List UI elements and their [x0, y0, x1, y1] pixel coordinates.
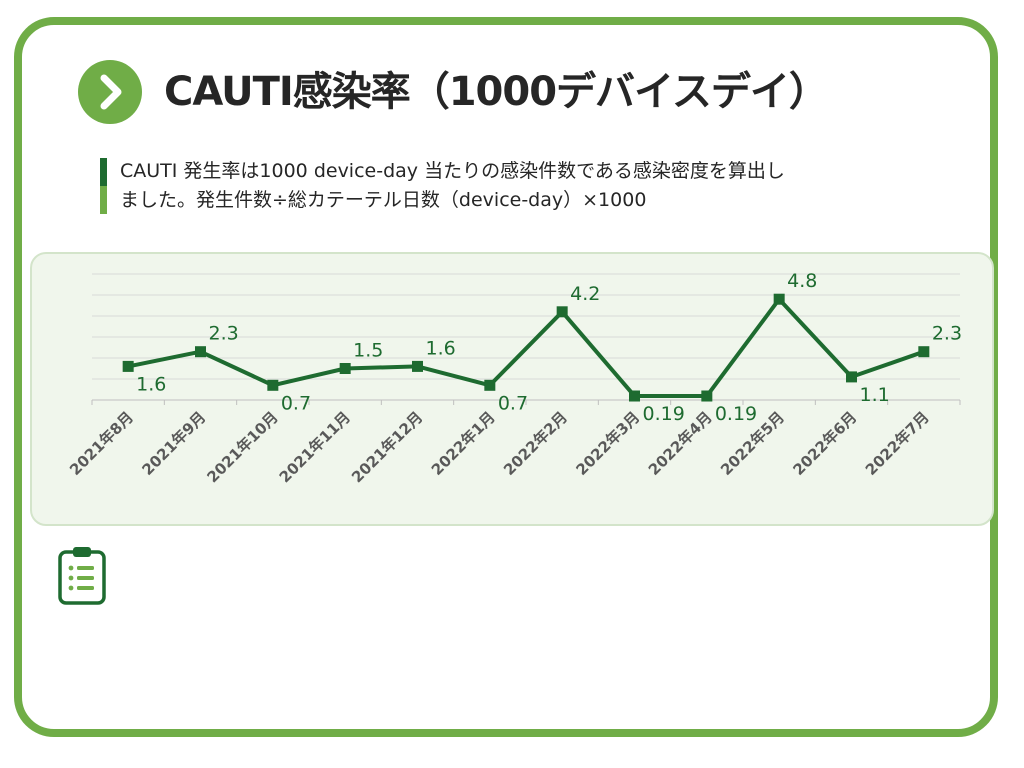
x-tick-label: 2022年3月	[572, 408, 643, 479]
x-tick-label: 2022年6月	[789, 408, 860, 479]
description-line-2: ました。発生件数÷総カテーテル日数（device-day）×1000	[120, 189, 647, 211]
data-label: 1.5	[353, 340, 383, 362]
data-point	[629, 390, 640, 402]
desc-accent-bar-top	[100, 158, 107, 186]
chevron-right-icon	[100, 74, 122, 110]
data-point	[701, 390, 713, 402]
data-point	[412, 360, 423, 372]
x-tick-label: 2021年10月	[203, 408, 281, 486]
title-badge	[78, 60, 142, 124]
data-label: 4.8	[787, 270, 817, 292]
data-label: 0.19	[715, 403, 757, 425]
data-label: 1.6	[136, 373, 166, 395]
desc-accent-bar-bottom	[100, 186, 107, 214]
data-point	[773, 293, 785, 305]
data-point	[918, 346, 930, 358]
data-point	[556, 306, 568, 318]
data-label: 1.6	[426, 337, 456, 359]
data-point	[195, 346, 206, 358]
data-label: 4.2	[570, 283, 600, 305]
x-tick-label: 2021年11月	[276, 408, 354, 486]
x-tick-label: 2022年1月	[428, 408, 499, 479]
data-label: 1.1	[860, 384, 890, 406]
line-chart: 1.6 2.3 0.7 1.5 1.6 0.7 4.2 0.19 0.19 4.8 1.1 2.3 2…	[66, 270, 962, 486]
clipboard-list-icon	[58, 547, 106, 605]
data-point	[267, 379, 279, 391]
label-layer: 1.6 2.3 0.7 1.5 1.6 0.7 4.2 0.19 0.19 4.8 1.1 2.3	[136, 270, 962, 425]
data-point	[122, 360, 134, 372]
description-line-1: CAUTI 発生率は1000 device-day 当たりの感染件数である感染密…	[120, 160, 785, 182]
x-tick-label: 2022年2月	[500, 408, 571, 479]
data-point	[339, 363, 351, 374]
series-line	[127, 297, 925, 399]
data-label: 0.7	[281, 392, 311, 414]
x-tick-label: 2021年8月	[66, 408, 137, 479]
x-tick-label: 2021年12月	[348, 408, 426, 486]
description: CAUTI 発生率は1000 device-day 当たりの感染件数である感染密…	[120, 157, 920, 215]
data-point	[484, 379, 496, 391]
data-label: 2.3	[209, 323, 239, 345]
data-label: 0.19	[643, 403, 685, 425]
chart-panel	[30, 252, 994, 526]
data-label: 0.7	[498, 392, 528, 414]
page-title: CAUTI感染率（1000デバイスデイ）	[164, 69, 829, 115]
x-tick-label: 2021年9月	[138, 408, 209, 479]
series-layer	[122, 293, 930, 402]
data-point	[846, 371, 857, 383]
x-tick-label: 2022年7月	[862, 408, 933, 479]
data-label: 2.3	[932, 323, 962, 345]
